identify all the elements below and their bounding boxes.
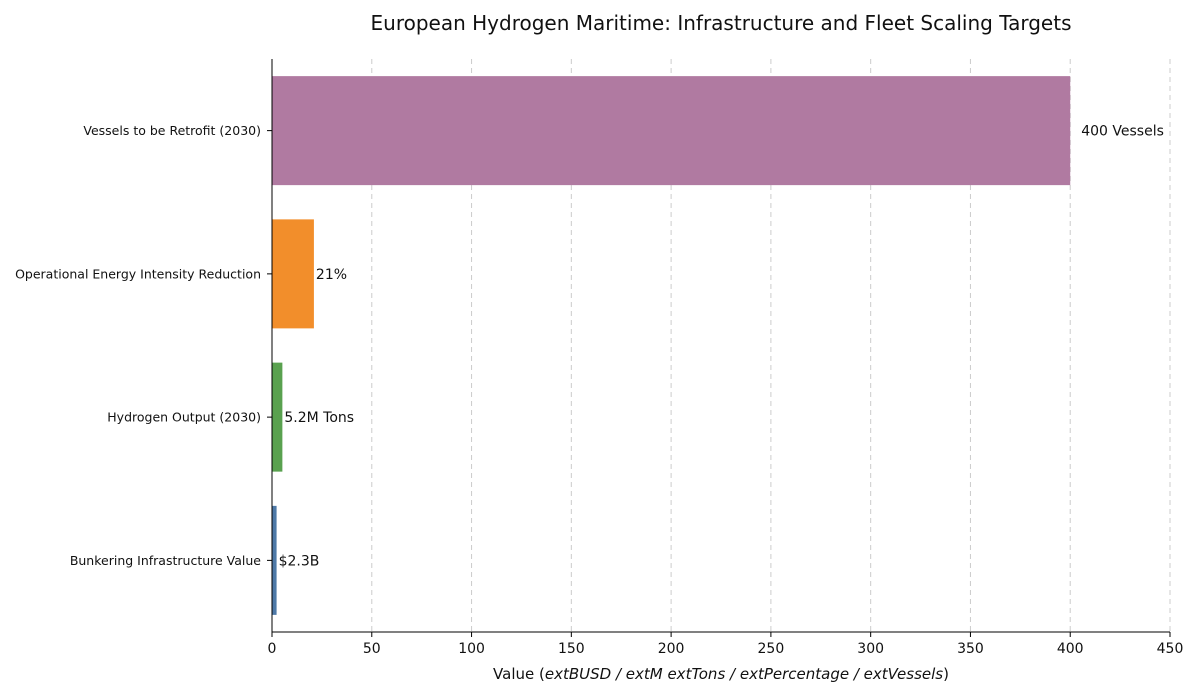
bar-1 [272, 219, 314, 329]
bar-layer: 400 Vessels 21% 5.2M Tons $2.3B [272, 76, 1164, 615]
data-label-3: $2.3B [279, 553, 320, 569]
chart-title: European Hydrogen Maritime: Infrastructu… [371, 11, 1072, 35]
category-label-2: Hydrogen Output (2030) [107, 410, 261, 425]
x-tick-label-1: 50 [363, 641, 381, 657]
x-tick-label-5: 250 [758, 641, 785, 657]
axis-layer: Vessels to be Retrofit (2030) Operational… [15, 59, 1183, 657]
grid-layer [371, 59, 1171, 632]
bar-2 [272, 362, 283, 472]
x-tick-label-9: 450 [1157, 641, 1184, 657]
x-axis-label: Value (extBUSD / extM extTons / extPerce… [493, 665, 949, 683]
data-label-1: 21% [316, 267, 347, 283]
data-label-2: 5.2M Tons [284, 410, 354, 426]
x-axis-label-prefix: Value ( [493, 665, 545, 683]
bar-0 [272, 76, 1071, 186]
category-label-3: Bunkering Infrastructure Value [70, 553, 261, 568]
x-tick-label-8: 400 [1057, 641, 1084, 657]
category-label-1: Operational Energy Intensity Reduction [15, 266, 261, 281]
x-axis-label-suffix: ) [943, 665, 949, 683]
x-axis-label-units: extBUSD / extM extTons / extPercentage /… [545, 665, 943, 683]
data-label-0: 400 Vessels [1081, 124, 1164, 140]
x-tick-label-3: 150 [558, 641, 585, 657]
x-tick-label-4: 200 [658, 641, 685, 657]
bar-3 [272, 505, 277, 615]
x-tick-label-6: 300 [857, 641, 884, 657]
x-tick-label-2: 100 [458, 641, 485, 657]
x-tick-label-0: 0 [268, 641, 277, 657]
x-tick-label-7: 350 [957, 641, 984, 657]
category-label-0: Vessels to be Retrofit (2030) [83, 123, 261, 138]
